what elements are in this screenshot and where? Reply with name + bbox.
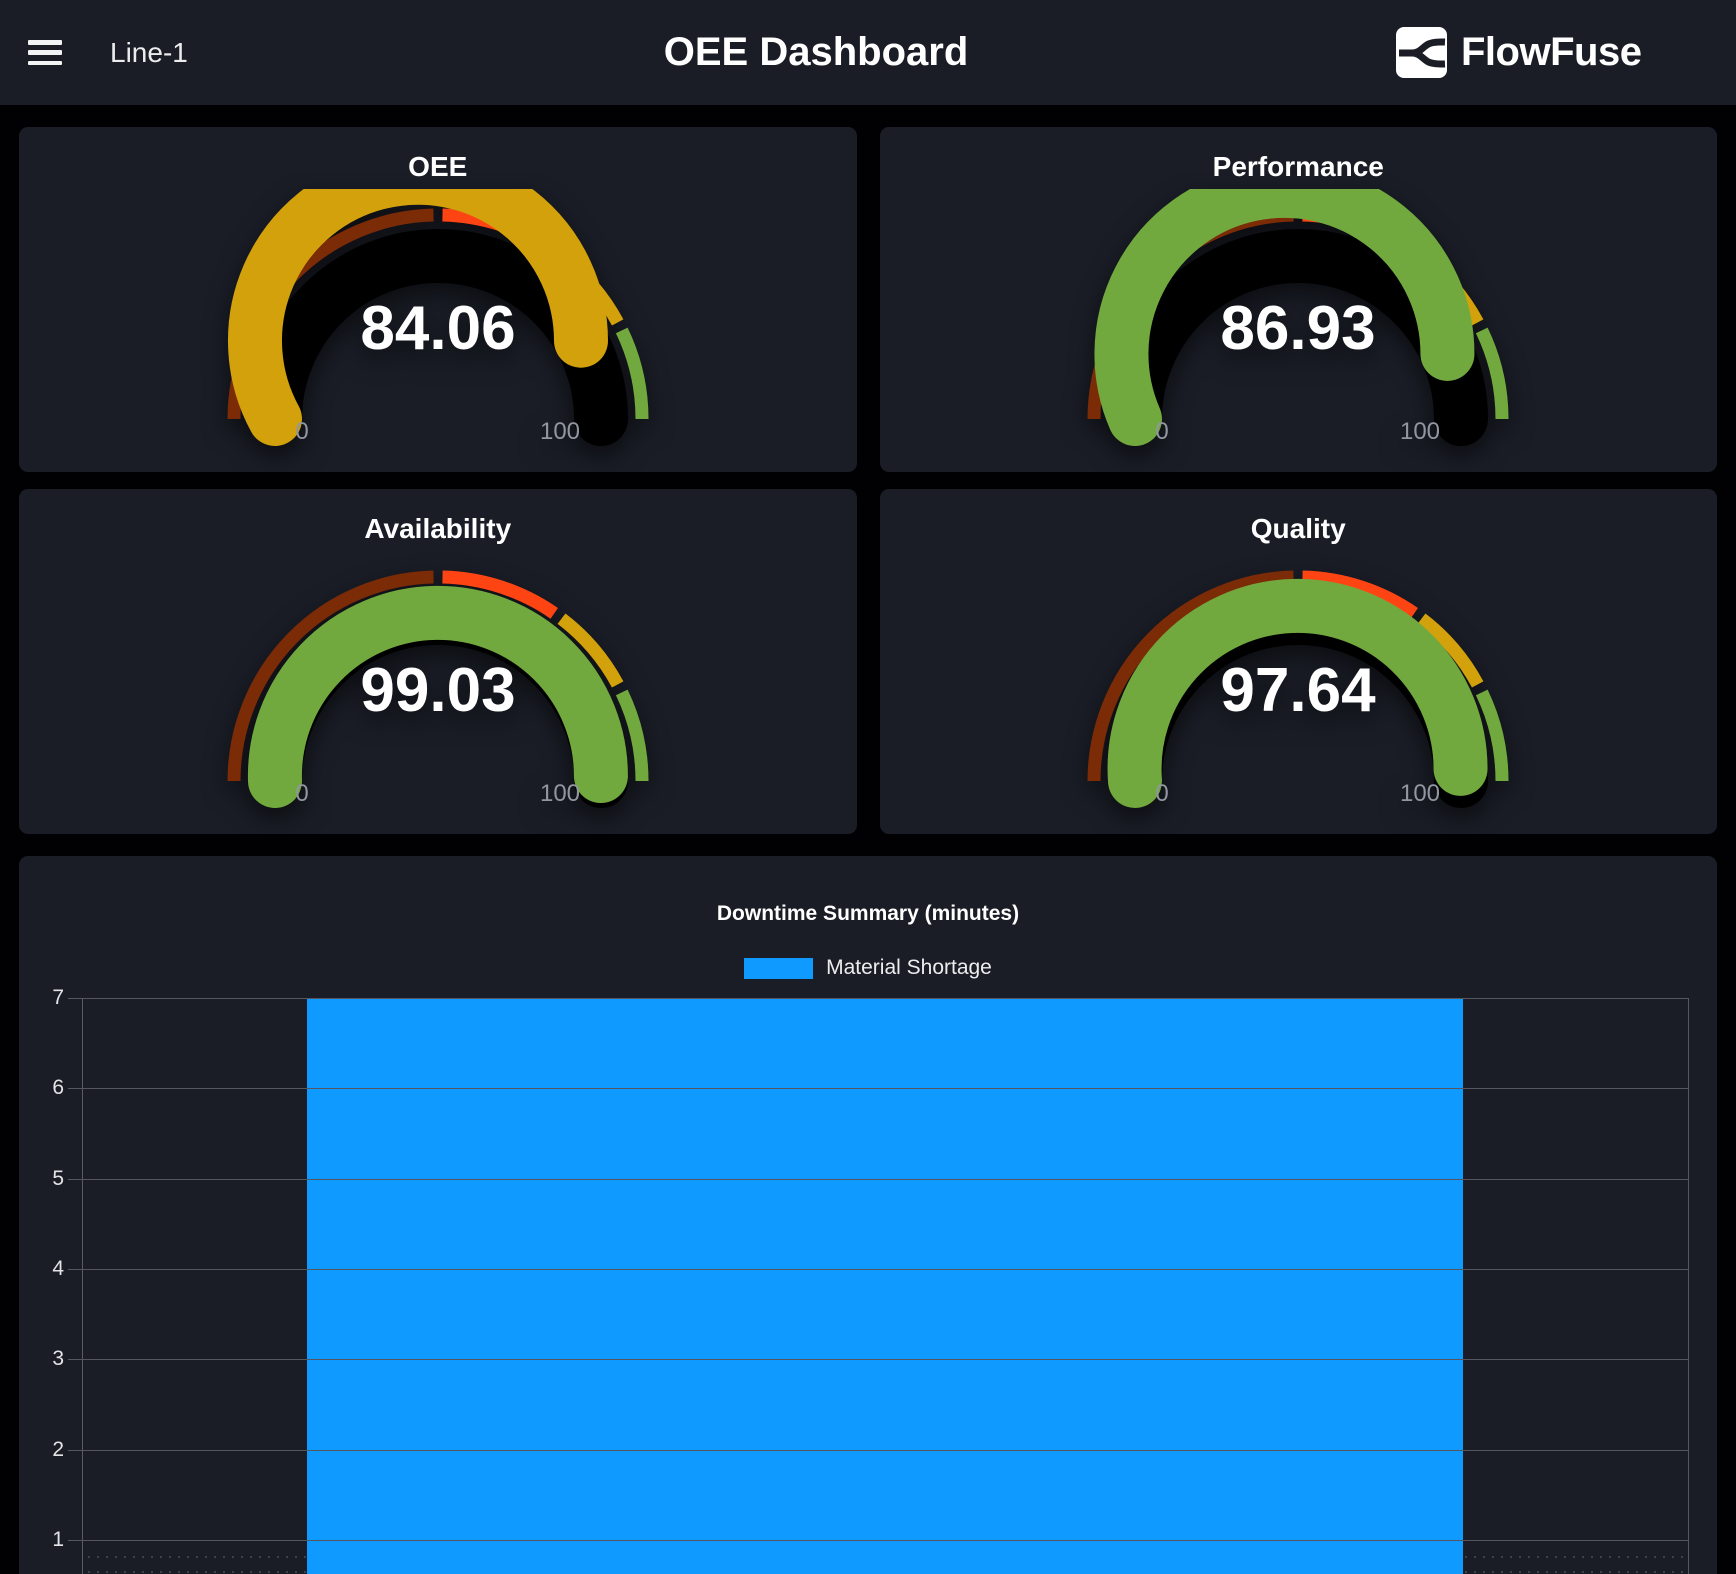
gauge-title-quality: Quality [1250,513,1346,544]
menu-hamburger-icon[interactable] [28,40,62,65]
gauge-value-quality: 97.64 [1221,656,1377,725]
gauge-arc-availability: 99.03 0 100 [227,570,649,808]
gauge-row-1: OEE 84.06 0 100 Performance 86.93 0 100 [19,127,1717,472]
y-axis-label-3: 3 [52,1347,64,1371]
gauge-arc-quality: 97.64 0 100 [1087,570,1509,808]
gauge-min-label: 0 [1156,418,1169,445]
gauge-min-label: 0 [295,780,308,807]
gauge-value-oee: 84.06 [360,294,515,363]
gauge-max-label: 100 [540,780,580,807]
gridline-6 [82,1088,1688,1090]
gauge-card-performance: Performance 86.93 0 100 [879,127,1717,472]
y-tick-1 [68,1539,82,1541]
gridline-1 [82,1539,1688,1541]
gauge-max-label: 100 [540,418,580,445]
y-axis-label-4: 4 [52,1256,64,1280]
app-header: Line-1 OEE Dashboard FlowFuse [0,0,1736,105]
gauge-value-availability: 99.03 [360,656,515,725]
chart-title: Downtime Summary (minutes) [716,902,1020,925]
gauge-row-2: Availability 99.03 0 100 Quality 97.64 0… [19,489,1717,834]
gauge-title-performance: Performance [1212,151,1384,182]
gauge-title-availability: Availability [364,513,512,544]
page-title: OEE Dashboard [663,30,969,74]
y-axis-label-1: 1 [52,1527,64,1551]
y-tick-3 [68,1359,82,1361]
legend-swatch-material-shortage [744,957,814,979]
gauge-value-performance: 86.93 [1221,294,1376,363]
gridline-5 [82,1178,1688,1180]
y-axis-line [82,998,83,1574]
gauge-max-label: 100 [1400,780,1440,807]
gridline-4 [82,1268,1688,1270]
gauge-arc-performance: 86.93 0 100 [1087,189,1509,446]
chart-plot: 7 6 5 4 3 2 1 [19,856,1717,1574]
y-tick-5 [68,1178,82,1180]
y-axis-label-7: 7 [52,986,64,1009]
gridline-3 [82,1359,1688,1361]
y-axis-label-2: 2 [52,1437,64,1461]
y-tick-6 [68,1088,82,1090]
y-tick-7 [68,998,82,999]
y-axis-label-6: 6 [52,1076,64,1100]
gauge-title-oee: OEE [408,151,468,182]
gridline-2 [82,1449,1688,1451]
gauge-max-label: 100 [1400,418,1440,445]
gauge-arc-oee: 84.06 0 100 [227,189,649,446]
device-label: Line-1 [110,36,188,68]
y-axis-label-5: 5 [52,1166,64,1190]
gauge-card-availability: Availability 99.03 0 100 [19,489,857,834]
gauge-min-label: 0 [295,418,308,445]
downtime-chart-card: Downtime Summary (minutes) Material Shor… [19,856,1717,1574]
flowfuse-icon [1396,27,1447,78]
legend-label-material-shortage: Material Shortage [826,956,992,979]
gridline-7 [82,998,1688,999]
brand-logo: FlowFuse [1396,27,1642,78]
dashboard-main: OEE 84.06 0 100 Performance 86.93 0 100 … [0,127,1736,1574]
brand-name: FlowFuse [1461,30,1642,74]
y-tick-2 [68,1449,82,1451]
chart-legend[interactable]: Material Shortage [19,956,1717,980]
bar-material-shortage[interactable] [307,998,1463,1574]
y-tick-4 [68,1268,82,1270]
gauge-min-label: 0 [1156,780,1169,807]
plot-right-border [1688,998,1689,1574]
gauge-card-oee: OEE 84.06 0 100 [19,127,857,472]
gauge-card-quality: Quality 97.64 0 100 [879,489,1717,834]
